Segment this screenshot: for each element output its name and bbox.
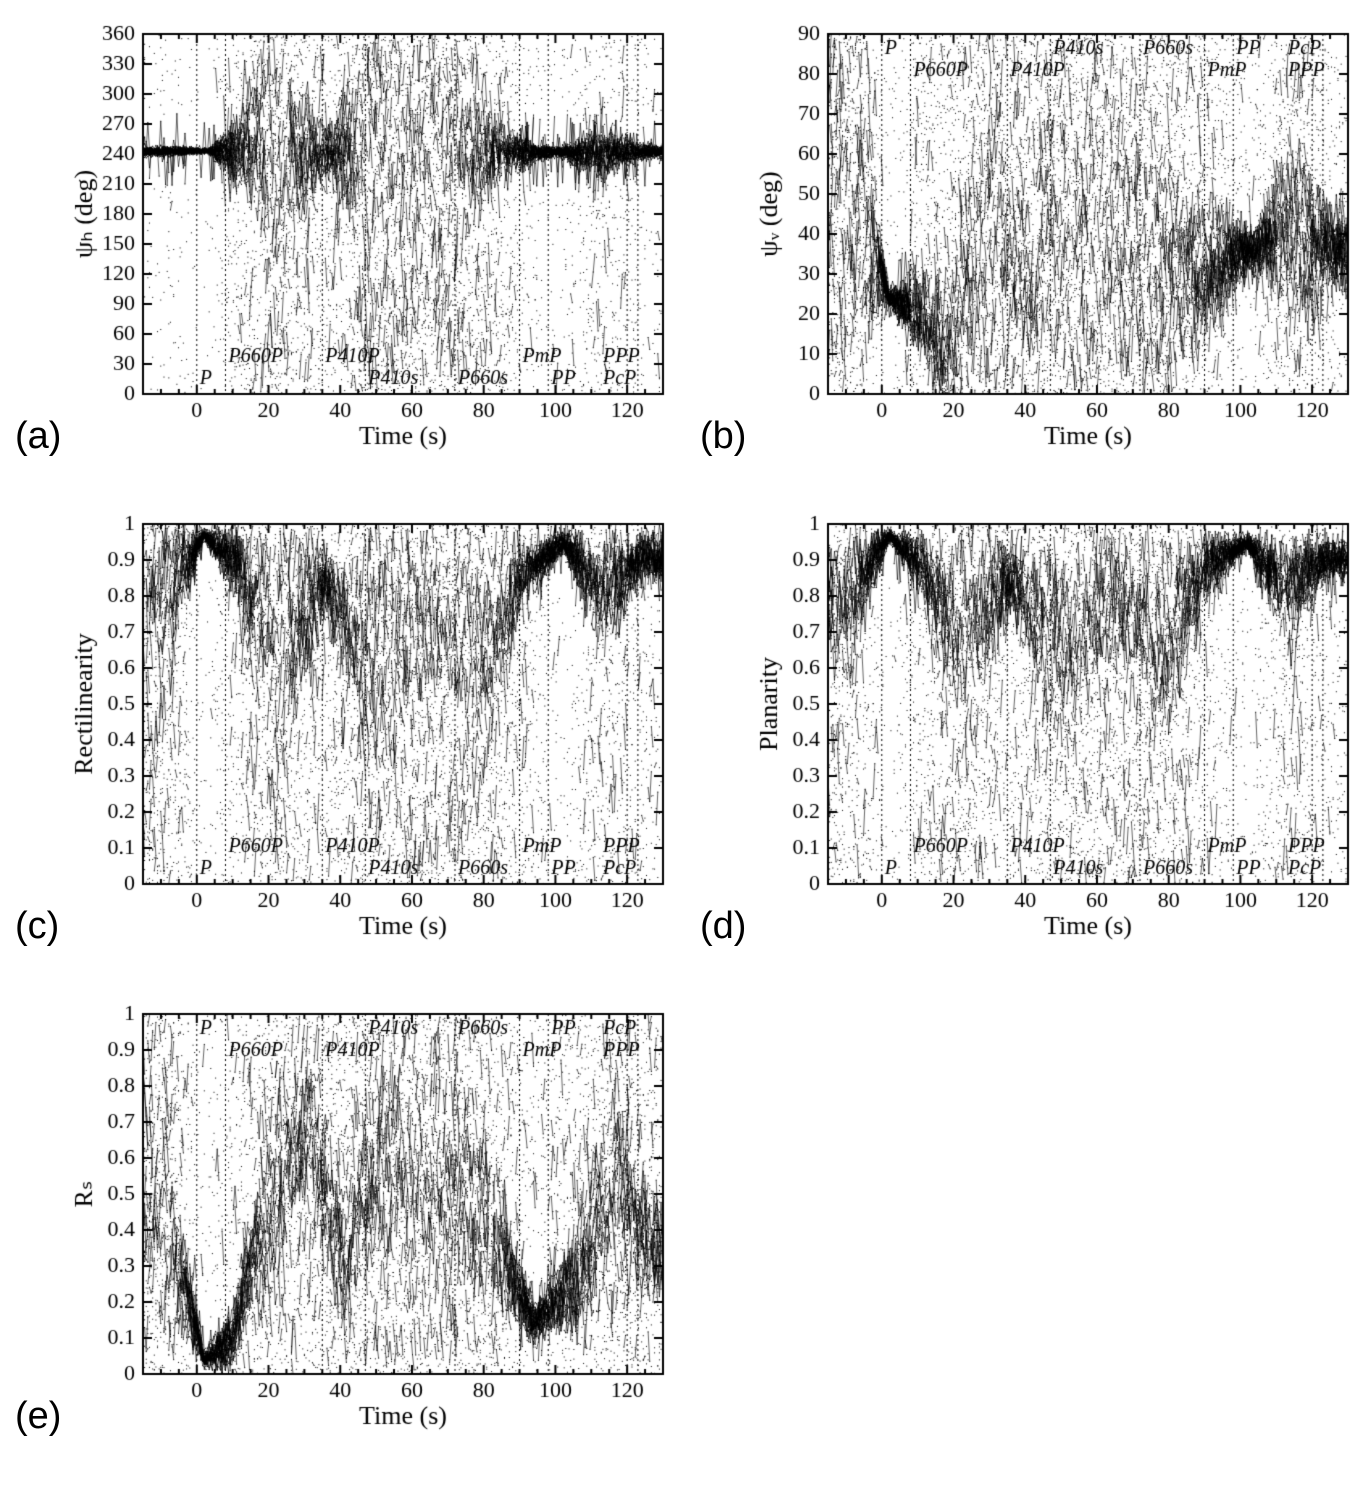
panel-label-e: (e) — [15, 1395, 61, 1438]
chart-canvas-c — [65, 510, 675, 950]
chart-canvas-e — [65, 1000, 675, 1440]
panel-label-d: (d) — [700, 905, 746, 948]
panel-label-a: (a) — [15, 415, 61, 458]
panel-c: (c) — [65, 510, 675, 950]
panel-b: (b) — [750, 20, 1360, 460]
panel-e: (e) — [65, 1000, 675, 1440]
panel-a: (a) — [65, 20, 675, 460]
chart-canvas-d — [750, 510, 1360, 950]
panel-d: (d) — [750, 510, 1360, 950]
panel-label-c: (c) — [15, 905, 59, 948]
chart-canvas-b — [750, 20, 1360, 460]
figure-page: (a) (b) (c) (d) (e) — [0, 0, 1369, 1491]
chart-canvas-a — [65, 20, 675, 460]
panel-label-b: (b) — [700, 415, 746, 458]
